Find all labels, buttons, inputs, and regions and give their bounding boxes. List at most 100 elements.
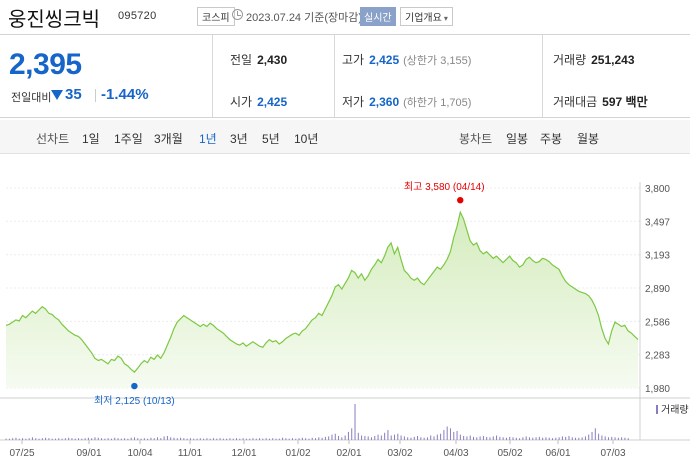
volume-bar xyxy=(594,428,596,440)
volume-bar xyxy=(262,438,264,440)
volume-bar xyxy=(486,436,488,440)
volume-bar xyxy=(338,435,340,440)
volume-value: 251,243 xyxy=(591,53,635,67)
x-tick-label: 04/03 xyxy=(443,448,468,459)
tab-daily[interactable]: 일봉 xyxy=(506,132,529,146)
volume-bar xyxy=(624,437,626,440)
high-label: 고가 xyxy=(342,53,365,67)
volume-bar xyxy=(377,434,379,440)
volume-bar xyxy=(601,435,603,440)
volume-bar xyxy=(361,435,363,440)
volume-bar xyxy=(147,438,149,440)
volume-bar xyxy=(561,436,563,440)
volume-bar xyxy=(436,434,438,440)
x-tick-label: 11/01 xyxy=(178,448,203,459)
volume-bar xyxy=(275,438,277,440)
volume-bar xyxy=(420,437,422,440)
volume-bar xyxy=(18,438,20,440)
volume-bar xyxy=(114,437,116,440)
x-tick-label: 05/02 xyxy=(497,448,522,459)
volume-bar xyxy=(219,438,221,440)
volume-bar xyxy=(334,433,336,440)
volume-bar xyxy=(163,436,165,440)
volume-bar xyxy=(41,438,43,440)
x-tick-label: 07/03 xyxy=(600,448,625,459)
volume-bar xyxy=(413,436,415,440)
volume-bar xyxy=(259,438,261,440)
volume-bar xyxy=(440,433,442,440)
x-tick-label: 12/01 xyxy=(231,448,256,459)
volume-bar xyxy=(242,438,244,440)
volume-bar xyxy=(548,437,550,440)
volume-bar xyxy=(209,438,211,440)
volume-bar xyxy=(143,438,145,440)
volume-bar xyxy=(117,438,119,440)
price-line xyxy=(5,210,639,373)
volume-bar xyxy=(130,437,132,440)
volume-bar xyxy=(25,438,27,440)
volume-bar xyxy=(403,436,405,440)
divider xyxy=(542,35,543,117)
quote-box: 2,395 전일대비 35 -1.44% 전일 2,430 고가 2,425 (상한가… xyxy=(0,34,690,118)
volume-bar xyxy=(482,435,484,440)
volume-bar xyxy=(463,435,465,440)
volume-bar xyxy=(12,438,14,440)
volume-bar xyxy=(203,438,205,440)
tab-5y[interactable]: 5년 xyxy=(262,132,280,146)
volume-bar xyxy=(87,437,89,440)
volume-bar xyxy=(15,437,17,440)
volume-bar xyxy=(68,437,70,440)
realtime-button[interactable]: 실시간 xyxy=(360,7,396,26)
volume-bar xyxy=(282,437,284,440)
volume-bar xyxy=(492,436,494,440)
volume-bar xyxy=(193,438,195,440)
volume-bar xyxy=(426,437,428,440)
x-tick-label: 06/01 xyxy=(545,448,570,459)
volume-bar xyxy=(515,437,517,440)
volume-bar xyxy=(58,438,60,440)
tab-weekly[interactable]: 주봉 xyxy=(540,132,563,146)
volume-bar xyxy=(489,437,491,440)
company-overview-dropdown[interactable]: 기업개요 ▾ xyxy=(400,7,453,26)
volume-bar xyxy=(397,433,399,440)
volume-bar xyxy=(607,437,609,440)
volume-bar xyxy=(578,437,580,440)
volume-bar xyxy=(170,437,172,440)
chart-tabs: 선차트 1일 1주일 3개월 1년 3년 5년 10년 봉차트 일봉 주봉 월봉 xyxy=(0,120,690,154)
volume-label: 거래량 xyxy=(553,53,587,67)
tab-10y[interactable]: 10년 xyxy=(294,132,319,146)
volume-bar xyxy=(357,432,359,440)
volume-bar xyxy=(512,437,514,440)
volume-label: 거래량 xyxy=(661,404,689,416)
tab-1d[interactable]: 1일 xyxy=(82,132,100,146)
tab-1w[interactable]: 1주일 xyxy=(114,132,143,146)
volume-bar xyxy=(380,435,382,440)
high-marker xyxy=(457,196,464,204)
volume-bar xyxy=(127,438,129,440)
volume-bar xyxy=(367,436,369,440)
volume-bar xyxy=(120,438,122,440)
volume-bar xyxy=(407,437,409,440)
volume-bar xyxy=(78,438,80,440)
volume-bar xyxy=(525,436,527,440)
candle-chart-label: 봉차트 xyxy=(459,132,493,146)
volume-bar xyxy=(216,438,218,440)
volume-bar xyxy=(621,437,623,440)
volume-bar xyxy=(315,438,317,440)
tab-3m[interactable]: 3개월 xyxy=(154,132,183,146)
tab-monthly[interactable]: 월봉 xyxy=(577,132,600,146)
volume-bar xyxy=(229,438,231,440)
volume-bar xyxy=(443,430,445,440)
volume-bar xyxy=(186,438,188,440)
tab-1y[interactable]: 1년 xyxy=(199,132,217,146)
divider xyxy=(95,89,96,102)
volume-bar xyxy=(575,437,577,440)
tab-3y[interactable]: 3년 xyxy=(230,132,248,146)
volume-bar xyxy=(110,438,112,440)
volume-bar xyxy=(535,437,537,440)
high-value: 2,425 xyxy=(369,53,400,67)
volume: 거래량 251,243 xyxy=(553,51,635,68)
volume-bar xyxy=(459,434,461,440)
stock-name: 웅진씽크빅 xyxy=(8,9,100,31)
volume-bar xyxy=(453,431,455,440)
